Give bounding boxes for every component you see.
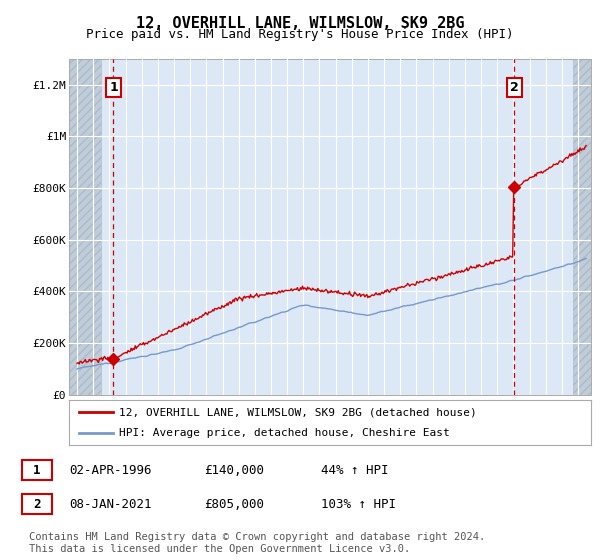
Text: 1: 1	[109, 81, 118, 94]
Text: 12, OVERHILL LANE, WILMSLOW, SK9 2BG: 12, OVERHILL LANE, WILMSLOW, SK9 2BG	[136, 16, 464, 31]
Text: HPI: Average price, detached house, Cheshire East: HPI: Average price, detached house, Ches…	[119, 428, 449, 438]
Text: 44% ↑ HPI: 44% ↑ HPI	[321, 464, 389, 477]
Text: 103% ↑ HPI: 103% ↑ HPI	[321, 497, 396, 511]
Text: 02-APR-1996: 02-APR-1996	[69, 464, 151, 477]
Text: £805,000: £805,000	[204, 497, 264, 511]
Text: 2: 2	[33, 497, 40, 511]
Text: 12, OVERHILL LANE, WILMSLOW, SK9 2BG (detached house): 12, OVERHILL LANE, WILMSLOW, SK9 2BG (de…	[119, 408, 476, 418]
Text: Contains HM Land Registry data © Crown copyright and database right 2024.
This d: Contains HM Land Registry data © Crown c…	[29, 532, 485, 554]
Text: £140,000: £140,000	[204, 464, 264, 477]
Text: 1: 1	[33, 464, 40, 477]
Text: Price paid vs. HM Land Registry's House Price Index (HPI): Price paid vs. HM Land Registry's House …	[86, 28, 514, 41]
Text: 08-JAN-2021: 08-JAN-2021	[69, 497, 151, 511]
Bar	[573, 59, 591, 395]
Text: 2: 2	[510, 81, 518, 94]
Bar	[69, 59, 101, 395]
